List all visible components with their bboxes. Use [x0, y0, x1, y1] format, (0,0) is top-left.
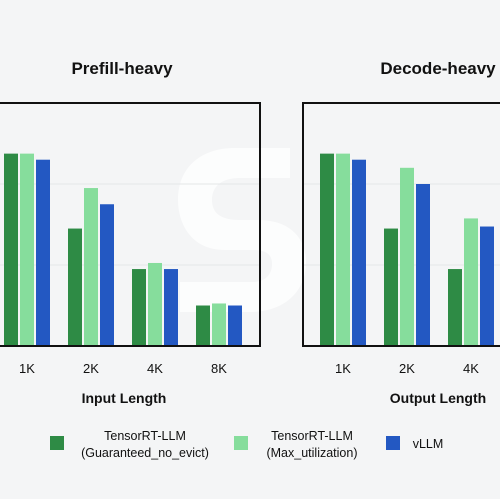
legend-label-line2: (Max_utilization) [266, 446, 357, 460]
legend-label-line2: (Guaranteed_no_evict) [81, 446, 209, 460]
bar-2k-series-0 [68, 228, 82, 346]
bar-2k-series-1 [400, 167, 414, 346]
x-tick-label: 8K [211, 361, 227, 376]
legend-label-line1: vLLM [413, 437, 444, 451]
bar-4k-series-2 [480, 226, 494, 346]
legend-swatch [50, 436, 64, 450]
x-tick-label: 4K [147, 361, 163, 376]
panel-title-decode: Decode-heavy [380, 59, 496, 78]
x-axis-title-prefill: Input Length [82, 390, 167, 406]
bar-4k-series-0 [448, 269, 462, 346]
bar-4k-series-0 [132, 269, 146, 346]
bar-1k-series-1 [20, 153, 34, 346]
bar-2k-series-2 [100, 204, 114, 346]
panel-title-prefill: Prefill-heavy [71, 59, 173, 78]
plot-frame-decode [302, 102, 500, 347]
plot-area-prefill [0, 102, 260, 346]
legend-item-trt-max-utilization: TensorRT-LLM (Max_utilization) [234, 429, 358, 460]
x-tick-label: 1K [19, 361, 35, 376]
bar-2k-series-1 [84, 188, 98, 346]
bar-1k-series-0 [4, 153, 18, 346]
x-tick-label: 2K [83, 361, 99, 376]
bar-8k-series-0 [196, 305, 210, 346]
x-tick-label: 1K [335, 361, 351, 376]
x-tick-label: 4K [463, 361, 479, 376]
plot-frame-prefill [0, 102, 261, 347]
bar-1k-series-0 [320, 153, 334, 346]
plot-area-decode [303, 102, 500, 346]
bar-8k-series-1 [212, 303, 226, 346]
legend-swatch [234, 436, 248, 450]
x-tick-labels-prefill: 1K 2K 4K 8K [19, 361, 227, 376]
bar-2k-series-0 [384, 228, 398, 346]
legend: TensorRT-LLM (Guaranteed_no_evict) Tenso… [50, 429, 443, 460]
bar-2k-series-2 [416, 184, 430, 346]
legend-item-trt-guaranteed: TensorRT-LLM (Guaranteed_no_evict) [50, 429, 209, 460]
bar-4k-series-1 [148, 262, 162, 346]
legend-label-line1: TensorRT-LLM [104, 429, 186, 443]
bar-4k-series-2 [164, 269, 178, 346]
x-tick-label: 2K [399, 361, 415, 376]
bar-1k-series-1 [336, 153, 350, 346]
bar-1k-series-2 [36, 159, 50, 346]
legend-swatch [386, 436, 400, 450]
bar-1k-series-2 [352, 159, 366, 346]
x-tick-labels-decode: 1K 2K 4K [335, 361, 479, 376]
legend-item-vllm: vLLM [386, 436, 443, 451]
legend-label-line1: TensorRT-LLM [271, 429, 353, 443]
bar-8k-series-2 [228, 305, 242, 346]
bar-4k-series-1 [464, 218, 478, 346]
x-axis-title-decode: Output Length [390, 390, 486, 406]
watermark-logo [178, 148, 306, 312]
